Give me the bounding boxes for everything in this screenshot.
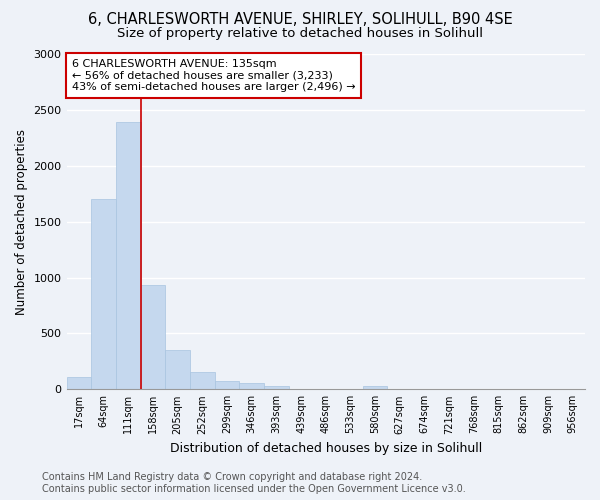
Bar [165,350,190,390]
Bar [215,381,239,390]
Bar [313,388,338,390]
Bar [140,286,165,390]
Y-axis label: Number of detached properties: Number of detached properties [15,128,28,314]
Text: 6 CHARLESWORTH AVENUE: 135sqm
← 56% of detached houses are smaller (3,233)
43% o: 6 CHARLESWORTH AVENUE: 135sqm ← 56% of d… [72,59,355,92]
Bar [67,377,91,390]
Bar [91,200,116,390]
Bar [239,383,264,390]
Text: Size of property relative to detached houses in Solihull: Size of property relative to detached ho… [117,28,483,40]
Bar [363,386,388,390]
Text: 6, CHARLESWORTH AVENUE, SHIRLEY, SOLIHULL, B90 4SE: 6, CHARLESWORTH AVENUE, SHIRLEY, SOLIHUL… [88,12,512,28]
Bar [190,372,215,390]
Bar [289,388,313,390]
X-axis label: Distribution of detached houses by size in Solihull: Distribution of detached houses by size … [170,442,482,455]
Bar [116,122,140,390]
Text: Contains HM Land Registry data © Crown copyright and database right 2024.
Contai: Contains HM Land Registry data © Crown c… [42,472,466,494]
Bar [264,386,289,390]
